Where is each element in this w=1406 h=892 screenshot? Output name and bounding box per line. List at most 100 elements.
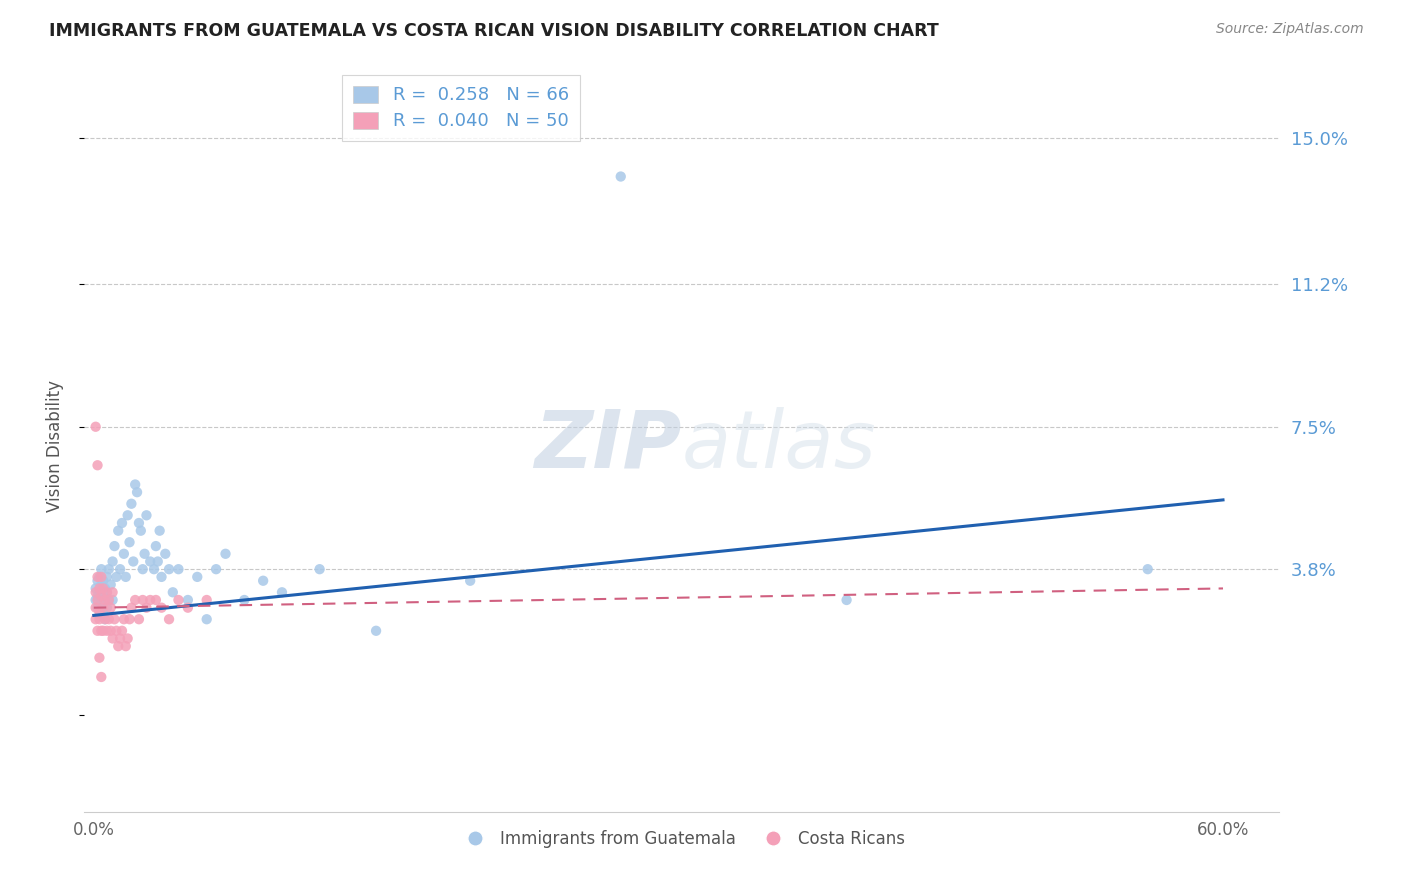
Point xyxy=(129,524,152,538)
Point xyxy=(150,600,173,615)
Point xyxy=(107,524,129,538)
Point xyxy=(117,632,139,646)
Point xyxy=(86,600,108,615)
Point xyxy=(91,582,114,596)
Point xyxy=(89,608,111,623)
Point xyxy=(101,593,124,607)
Point xyxy=(97,593,120,607)
Point xyxy=(89,570,111,584)
Point xyxy=(128,612,150,626)
Point xyxy=(146,554,169,568)
Point xyxy=(89,585,111,599)
Point xyxy=(94,612,117,626)
Point xyxy=(177,593,200,607)
Point xyxy=(91,605,114,619)
Point xyxy=(89,582,111,596)
Point xyxy=(84,419,107,434)
Text: Source: ZipAtlas.com: Source: ZipAtlas.com xyxy=(1216,22,1364,37)
Point xyxy=(91,589,114,603)
Point xyxy=(233,593,256,607)
Point xyxy=(100,624,122,638)
Point xyxy=(89,612,111,626)
Point xyxy=(186,570,208,584)
Point xyxy=(128,516,150,530)
Point xyxy=(120,497,142,511)
Point xyxy=(89,650,111,665)
Point xyxy=(86,574,108,588)
Point xyxy=(101,554,124,568)
Point xyxy=(91,574,114,588)
Point xyxy=(86,570,108,584)
Point xyxy=(97,593,120,607)
Point xyxy=(205,562,228,576)
Point xyxy=(90,562,112,576)
Point xyxy=(1136,562,1159,576)
Point xyxy=(125,485,148,500)
Point xyxy=(149,524,172,538)
Point xyxy=(84,600,107,615)
Point xyxy=(118,612,141,626)
Point xyxy=(195,593,218,607)
Point xyxy=(96,600,118,615)
Point xyxy=(100,577,122,591)
Point xyxy=(124,593,146,607)
Point xyxy=(134,547,156,561)
Point xyxy=(86,458,108,473)
Point xyxy=(86,624,108,638)
Point xyxy=(157,612,180,626)
Point xyxy=(105,570,128,584)
Point xyxy=(143,562,166,576)
Point xyxy=(97,612,120,626)
Y-axis label: Vision Disability: Vision Disability xyxy=(45,380,63,512)
Point xyxy=(124,477,146,491)
Point xyxy=(135,600,157,615)
Point xyxy=(90,589,112,603)
Text: IMMIGRANTS FROM GUATEMALA VS COSTA RICAN VISION DISABILITY CORRELATION CHART: IMMIGRANTS FROM GUATEMALA VS COSTA RICAN… xyxy=(49,22,939,40)
Point xyxy=(131,593,153,607)
Point xyxy=(114,639,136,653)
Point xyxy=(84,612,107,626)
Point xyxy=(86,593,108,607)
Point xyxy=(835,593,858,607)
Point xyxy=(120,600,142,615)
Point xyxy=(162,585,184,599)
Point xyxy=(105,624,128,638)
Point xyxy=(139,593,162,607)
Point xyxy=(145,539,167,553)
Point xyxy=(84,593,107,607)
Point xyxy=(90,624,112,638)
Point xyxy=(96,585,118,599)
Point xyxy=(84,582,107,596)
Point xyxy=(96,570,118,584)
Point xyxy=(167,562,190,576)
Point xyxy=(91,600,114,615)
Point xyxy=(103,539,125,553)
Point xyxy=(90,570,112,584)
Point xyxy=(195,612,218,626)
Point xyxy=(101,632,124,646)
Point xyxy=(84,585,107,599)
Point xyxy=(89,605,111,619)
Point xyxy=(108,632,131,646)
Point xyxy=(94,612,117,626)
Point xyxy=(271,585,294,599)
Point xyxy=(96,624,118,638)
Point xyxy=(167,593,190,607)
Point xyxy=(122,554,145,568)
Point xyxy=(139,554,162,568)
Point xyxy=(111,516,134,530)
Point xyxy=(91,624,114,638)
Legend: Immigrants from Guatemala, Costa Ricans: Immigrants from Guatemala, Costa Ricans xyxy=(453,823,911,855)
Text: atlas: atlas xyxy=(682,407,877,485)
Point xyxy=(100,600,122,615)
Point xyxy=(96,585,118,599)
Point xyxy=(103,612,125,626)
Point xyxy=(252,574,274,588)
Text: ZIP: ZIP xyxy=(534,407,682,485)
Point xyxy=(458,574,481,588)
Point xyxy=(145,593,167,607)
Point xyxy=(90,597,112,611)
Point xyxy=(111,624,134,638)
Point xyxy=(108,562,131,576)
Point xyxy=(150,570,173,584)
